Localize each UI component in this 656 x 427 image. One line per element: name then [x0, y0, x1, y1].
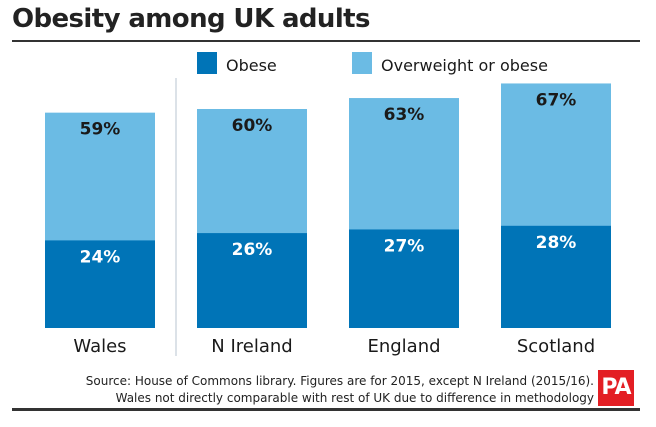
bar-obese-scotland [501, 225, 611, 328]
legend: Obese Overweight or obese [197, 52, 548, 75]
label-overweight-wales: 59% [80, 120, 121, 140]
label-overweight-england: 63% [384, 105, 425, 125]
category-label-scotland: Scotland [517, 336, 595, 357]
bars: 59% 24% 60% 26% 63% 27% 67% 28% [45, 83, 611, 329]
category-label-england: England [367, 336, 440, 357]
chart-title: Obesity among UK adults [12, 4, 370, 34]
legend-label-obese: Obese [226, 56, 277, 75]
label-obese-n-ireland: 26% [232, 240, 273, 260]
title-rule [12, 40, 640, 42]
label-obese-england: 27% [384, 236, 425, 256]
source-line-2: Wales not directly comparable with rest … [115, 391, 594, 405]
category-label-n-ireland: N Ireland [211, 336, 292, 357]
label-obese-wales: 24% [80, 247, 121, 267]
pa-logo: PA [598, 370, 634, 406]
legend-swatch-overweight-or-obese [352, 52, 372, 74]
source-note: Source: House of Commons library. Figure… [34, 373, 594, 407]
source-line-1: Source: House of Commons library. Figure… [85, 374, 594, 388]
legend-label-overweight-or-obese: Overweight or obese [381, 56, 548, 75]
legend-swatch-obese [197, 52, 217, 74]
label-obese-scotland: 28% [536, 233, 577, 253]
category-label-wales: Wales [73, 336, 126, 357]
bar-obese-england [349, 229, 459, 328]
category-labels: Wales N Ireland England Scotland [73, 336, 595, 357]
bar-obese-n-ireland [197, 233, 307, 328]
label-overweight-scotland: 67% [536, 90, 577, 110]
bar-obese-wales [45, 240, 155, 328]
bottom-rule [12, 408, 640, 411]
label-overweight-n-ireland: 60% [232, 116, 273, 136]
